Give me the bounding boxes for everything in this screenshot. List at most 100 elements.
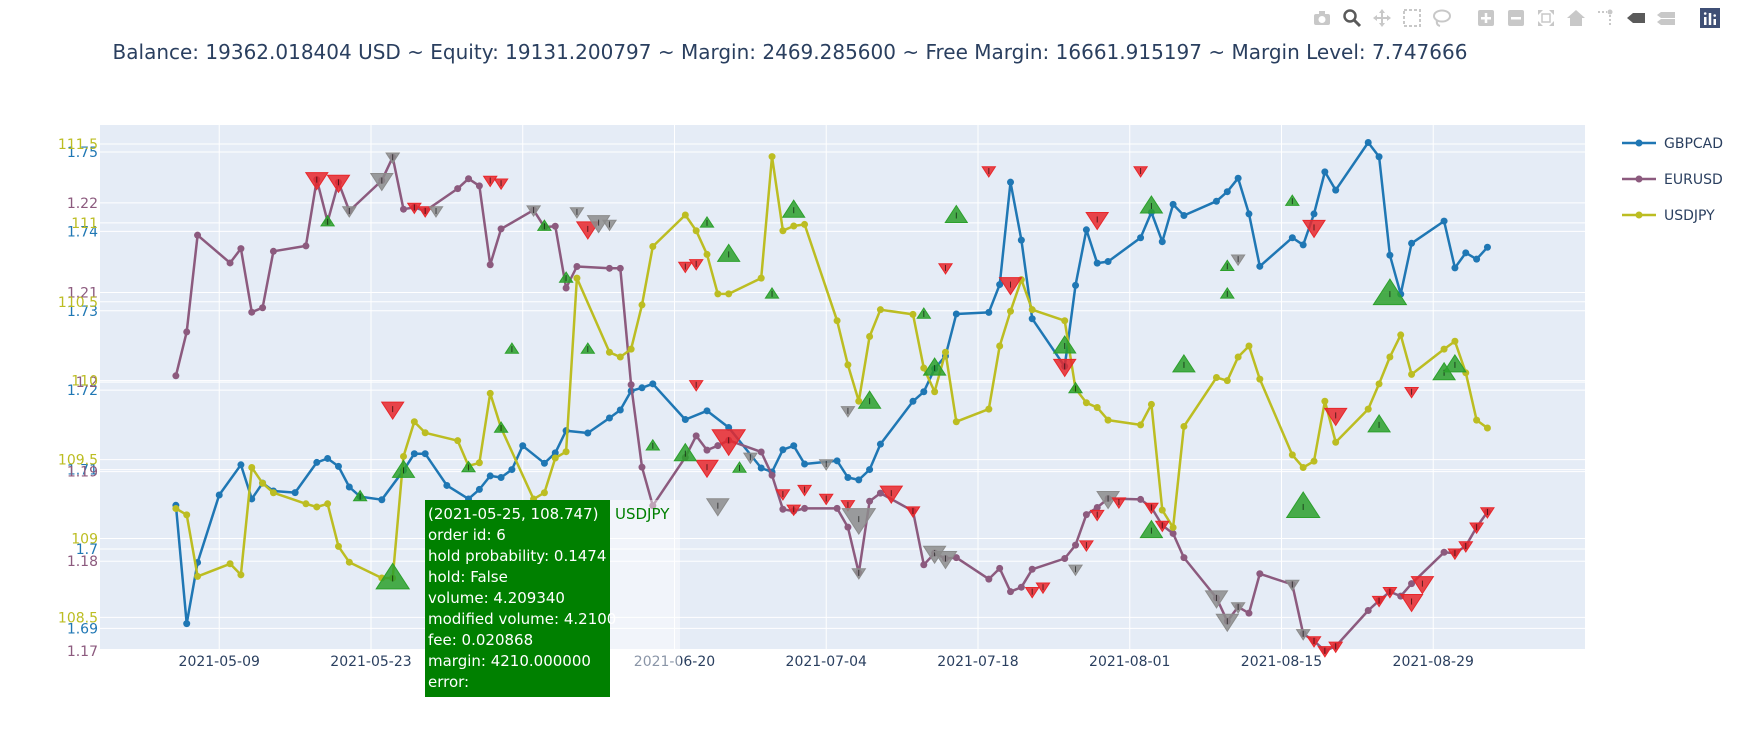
data-point[interactable]: [1386, 353, 1394, 361]
data-point[interactable]: [725, 290, 733, 298]
data-point[interactable]: [1072, 541, 1080, 549]
legend-item-gbpcad[interactable]: GBPCAD: [1622, 136, 1723, 152]
data-point[interactable]: [540, 459, 548, 467]
data-point[interactable]: [519, 442, 527, 450]
lasso-select-icon[interactable]: [1430, 6, 1454, 30]
data-point[interactable]: [833, 457, 841, 465]
data-point[interactable]: [996, 281, 1004, 289]
data-point[interactable]: [486, 472, 494, 480]
data-point[interactable]: [226, 560, 234, 568]
data-point[interactable]: [259, 304, 267, 312]
series-usdjpy[interactable]: [172, 153, 1491, 582]
data-point[interactable]: [410, 418, 418, 426]
data-point[interactable]: [345, 483, 353, 491]
data-point[interactable]: [1104, 416, 1112, 424]
data-point[interactable]: [1299, 463, 1307, 471]
spike-lines-icon[interactable]: [1594, 6, 1618, 30]
data-point[interactable]: [497, 474, 505, 482]
data-point[interactable]: [1408, 239, 1416, 247]
box-select-icon[interactable]: [1400, 6, 1424, 30]
data-point[interactable]: [768, 153, 776, 161]
data-point[interactable]: [844, 361, 852, 369]
data-point[interactable]: [920, 364, 928, 372]
data-point[interactable]: [855, 476, 863, 484]
data-point[interactable]: [616, 353, 624, 361]
data-point[interactable]: [985, 405, 993, 413]
data-point[interactable]: [1245, 210, 1253, 218]
data-point[interactable]: [1093, 404, 1101, 412]
data-point[interactable]: [378, 496, 386, 504]
data-point[interactable]: [985, 575, 993, 583]
data-point[interactable]: [1093, 259, 1101, 267]
hover-closest-icon[interactable]: [1624, 6, 1648, 30]
data-point[interactable]: [703, 446, 711, 454]
data-point[interactable]: [1180, 422, 1188, 430]
data-point[interactable]: [1180, 554, 1188, 562]
data-point[interactable]: [790, 222, 798, 230]
data-point[interactable]: [324, 500, 332, 508]
series-line[interactable]: [175, 155, 1489, 580]
data-point[interactable]: [855, 397, 863, 405]
data-point[interactable]: [714, 442, 722, 450]
data-point[interactable]: [1234, 353, 1242, 361]
data-point[interactable]: [1256, 375, 1264, 383]
data-point[interactable]: [616, 264, 624, 272]
data-point[interactable]: [194, 231, 202, 239]
data-point[interactable]: [952, 554, 960, 562]
data-point[interactable]: [248, 308, 256, 316]
data-point[interactable]: [920, 561, 928, 569]
data-point[interactable]: [302, 500, 310, 508]
data-point[interactable]: [313, 503, 321, 511]
data-point[interactable]: [1310, 210, 1318, 218]
data-point[interactable]: [248, 463, 256, 471]
data-point[interactable]: [443, 481, 451, 489]
data-point[interactable]: [400, 205, 408, 213]
data-point[interactable]: [1288, 451, 1296, 459]
data-point[interactable]: [866, 332, 874, 340]
data-point[interactable]: [757, 464, 765, 472]
data-point[interactable]: [1137, 234, 1145, 242]
data-point[interactable]: [605, 414, 613, 422]
data-point[interactable]: [801, 460, 809, 468]
data-point[interactable]: [562, 284, 570, 292]
plotly-logo-icon[interactable]: [1698, 6, 1722, 30]
data-point[interactable]: [1007, 588, 1015, 596]
data-point[interactable]: [1028, 565, 1036, 573]
data-point[interactable]: [681, 211, 689, 219]
data-point[interactable]: [757, 448, 765, 456]
data-point[interactable]: [486, 389, 494, 397]
data-point[interactable]: [779, 227, 787, 235]
data-point[interactable]: [1408, 370, 1416, 378]
data-point[interactable]: [1158, 506, 1166, 514]
data-point[interactable]: [259, 479, 267, 487]
data-point[interactable]: [649, 502, 657, 510]
data-point[interactable]: [313, 458, 321, 466]
data-point[interactable]: [1451, 337, 1459, 345]
data-point[interactable]: [996, 564, 1004, 572]
data-point[interactable]: [1234, 174, 1242, 182]
series-gbpcad[interactable]: [172, 138, 1491, 628]
data-point[interactable]: [324, 454, 332, 462]
data-point[interactable]: [1180, 212, 1188, 220]
data-point[interactable]: [1245, 609, 1253, 617]
data-point[interactable]: [1082, 399, 1090, 407]
data-point[interactable]: [334, 462, 342, 470]
data-point[interactable]: [605, 348, 613, 356]
data-point[interactable]: [551, 222, 559, 230]
data-point[interactable]: [1375, 153, 1383, 161]
data-point[interactable]: [1440, 217, 1448, 225]
data-point[interactable]: [1007, 307, 1015, 315]
data-point[interactable]: [584, 429, 592, 437]
data-point[interactable]: [1007, 178, 1015, 186]
zoom-in-icon[interactable]: [1474, 6, 1498, 30]
data-point[interactable]: [1332, 438, 1340, 446]
data-point[interactable]: [1082, 511, 1090, 519]
data-point[interactable]: [226, 259, 234, 267]
data-point[interactable]: [1028, 315, 1036, 323]
data-point[interactable]: [215, 491, 223, 499]
data-point[interactable]: [562, 448, 570, 456]
data-point[interactable]: [1288, 234, 1296, 242]
data-point[interactable]: [681, 416, 689, 424]
data-point[interactable]: [1169, 529, 1177, 537]
data-point[interactable]: [1082, 226, 1090, 234]
